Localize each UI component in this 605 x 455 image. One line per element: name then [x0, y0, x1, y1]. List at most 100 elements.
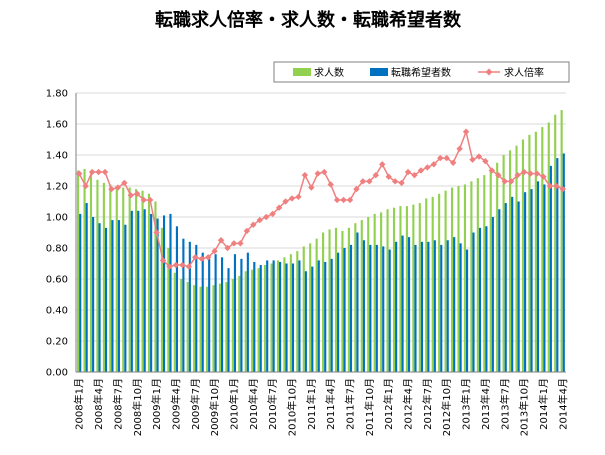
x-tick-label: 2014年4月 — [556, 378, 569, 430]
bar-seekers — [124, 224, 127, 372]
y-tick-label: 0.40 — [46, 306, 68, 317]
ratio-line-group — [76, 128, 566, 270]
bar-seekers — [317, 260, 320, 372]
bar-jobs — [354, 223, 357, 372]
bar-jobs — [554, 114, 557, 372]
bar-jobs — [289, 254, 292, 372]
x-tick-label: 2013年7月 — [498, 378, 511, 430]
ratio-point — [546, 182, 554, 190]
ratio-point — [82, 182, 89, 190]
ratio-line — [78, 129, 564, 268]
legend-swatch-seekers — [370, 68, 388, 76]
bar-jobs — [489, 168, 492, 372]
bar-seekers — [298, 260, 301, 372]
y-tick-label: 1.00 — [46, 213, 68, 224]
x-tick-label: 2011年4月 — [324, 378, 337, 430]
bar-seekers — [343, 248, 346, 372]
y-tick-label: 1.80 — [46, 89, 68, 100]
ratio-point — [372, 171, 380, 179]
bar-jobs — [244, 271, 247, 372]
bar-seekers — [188, 241, 191, 372]
bar-jobs — [186, 282, 189, 372]
bar-jobs — [367, 217, 370, 372]
bar-jobs — [309, 243, 312, 372]
y-axis-labels: 0.00 0.20 0.40 0.60 0.80 1.00 1.20 1.40 1.60 1.80 — [46, 89, 68, 379]
bar-jobs — [276, 260, 280, 372]
legend-box — [273, 61, 570, 83]
legend: 求人数 転職希望者数 求人倍率 — [273, 61, 570, 83]
ratio-point — [95, 168, 102, 176]
ratio-point — [217, 237, 225, 244]
x-tick-label: 2008年4月 — [92, 378, 105, 430]
bar-jobs — [405, 206, 408, 372]
bar-seekers — [536, 181, 540, 372]
ratio-point — [172, 261, 180, 269]
x-tick-label: 2011年1月 — [305, 378, 318, 430]
chart-title: 転職求人倍率・求人数・転職希望者数 — [155, 9, 462, 31]
ratio-point — [359, 178, 367, 185]
x-tick-label: 2008年10月 — [131, 378, 144, 436]
bar-seekers — [175, 226, 178, 372]
bar-seekers — [104, 227, 108, 372]
bar-seekers — [440, 244, 443, 372]
bar-seekers — [266, 260, 269, 372]
ratio-point — [211, 247, 218, 255]
bar-jobs — [199, 286, 202, 372]
legend-label-seekers: 転職希望者数 — [391, 66, 451, 79]
bar-jobs — [77, 170, 80, 372]
bar-seekers — [472, 232, 475, 372]
ratio-point — [282, 198, 289, 205]
ratio-point — [204, 254, 212, 261]
ratio-point — [327, 181, 334, 188]
x-tick-label: 2009年4月 — [169, 378, 182, 430]
bar-jobs — [534, 131, 537, 372]
bar-seekers — [511, 196, 514, 372]
ratio-point — [275, 204, 283, 211]
y-tick-label: 1.60 — [46, 120, 68, 131]
bar-seekers — [337, 252, 340, 372]
ratio-point — [430, 161, 438, 168]
bar-jobs — [115, 186, 118, 372]
bar-jobs — [431, 196, 434, 372]
x-tick-label: 2010年7月 — [266, 378, 279, 430]
x-tick-label: 2008年7月 — [111, 378, 124, 430]
bar-jobs — [373, 213, 376, 372]
bar-seekers — [491, 217, 494, 372]
bar-seekers — [401, 235, 404, 372]
ratio-point — [308, 184, 315, 191]
bar-jobs — [560, 110, 563, 373]
ratio-point — [424, 164, 431, 171]
y-tick-label: 1.40 — [46, 151, 68, 162]
x-tick-label: 2013年4月 — [479, 378, 492, 430]
bar-seekers — [111, 220, 114, 372]
bar-jobs — [476, 178, 479, 372]
ratio-point — [153, 229, 160, 236]
bar-seekers — [375, 244, 378, 372]
ratio-point — [192, 254, 199, 261]
bar-jobs — [141, 190, 144, 372]
bar-jobs — [160, 227, 163, 372]
x-tick-label: 2008年1月 — [73, 378, 86, 430]
x-tick-label: 2012年7月 — [421, 378, 434, 430]
y-tick-label: 0.60 — [46, 275, 68, 286]
x-tick-label: 2011年10月 — [363, 378, 376, 436]
bar-seekers — [324, 261, 327, 372]
bar-jobs — [122, 187, 125, 372]
x-tick-label: 2014年1月 — [537, 378, 550, 430]
bar-jobs — [212, 285, 215, 372]
ratio-point — [166, 263, 173, 270]
bar-jobs — [296, 251, 299, 372]
bar-seekers — [195, 244, 198, 372]
ratio-point — [533, 170, 541, 177]
bar-jobs — [283, 257, 286, 372]
bar-seekers — [446, 240, 449, 372]
bar-seekers — [162, 215, 166, 372]
bar-seekers — [117, 220, 120, 372]
bar-seekers — [369, 244, 372, 372]
ratio-point — [495, 171, 502, 179]
ratio-point — [108, 185, 115, 193]
ratio-point — [391, 178, 399, 185]
bar-seekers — [201, 252, 204, 372]
bar-jobs — [264, 265, 267, 372]
